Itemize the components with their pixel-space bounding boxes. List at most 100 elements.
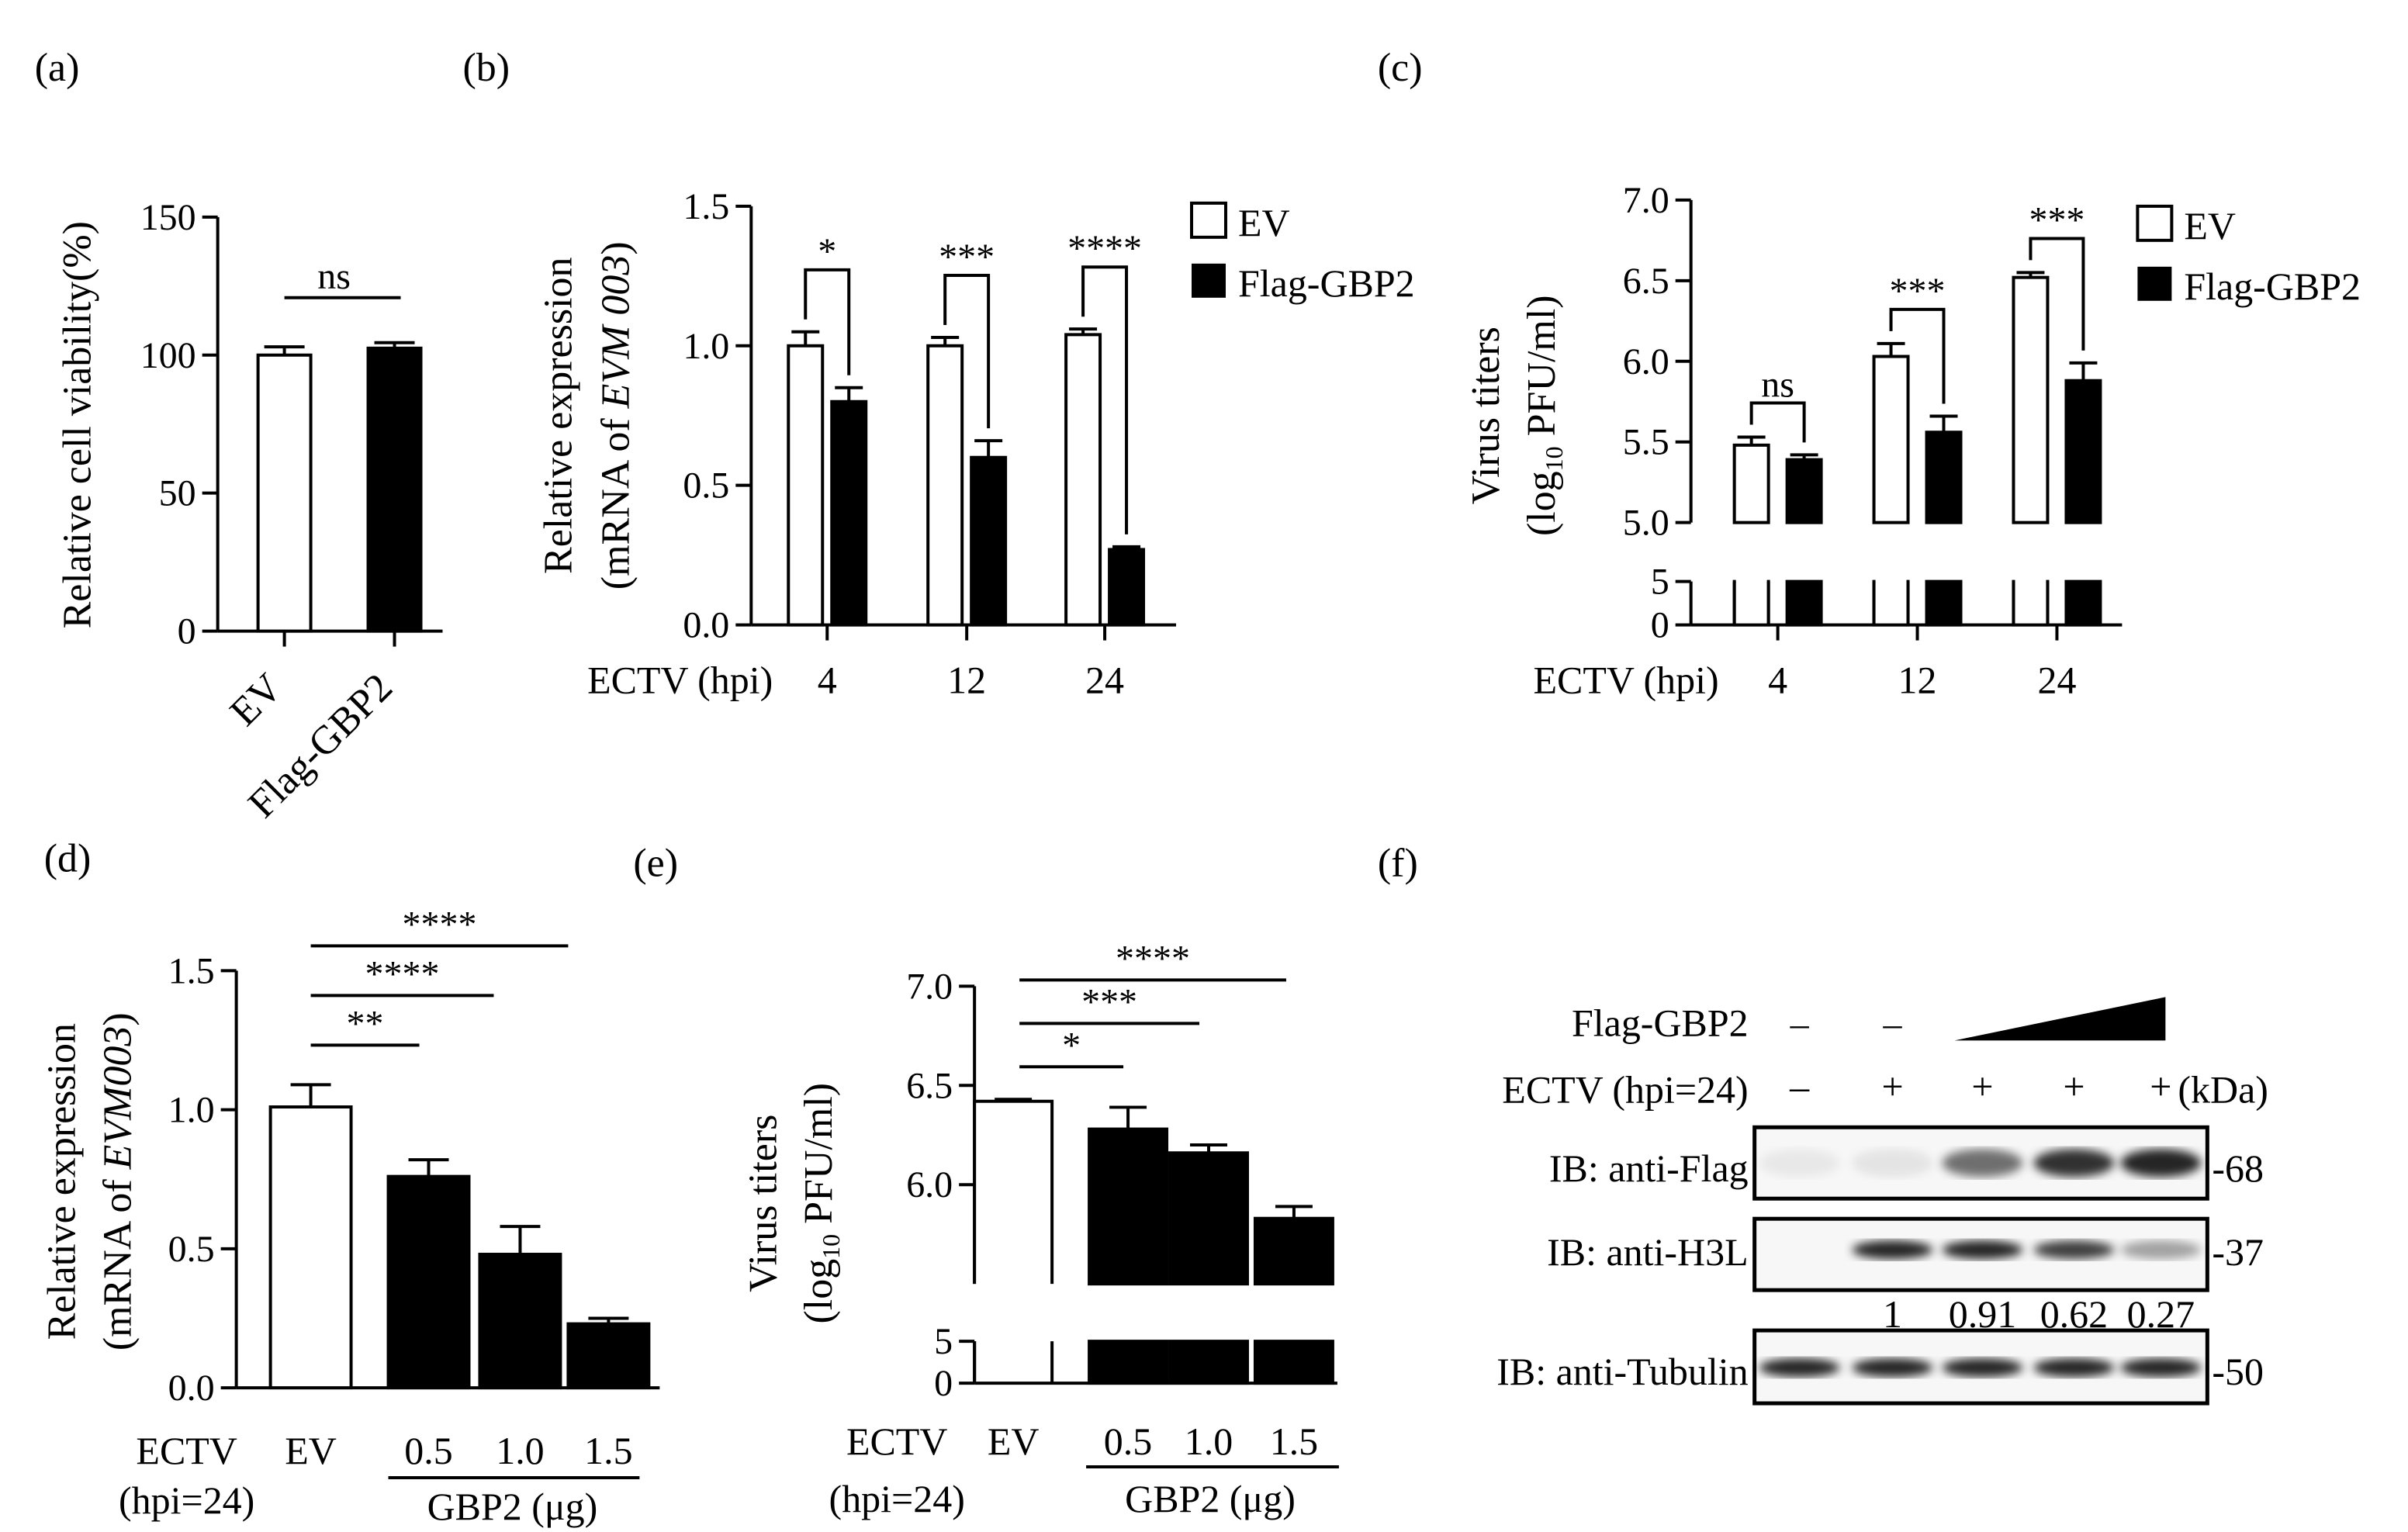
blot-quant-3: 0.27 <box>2127 1292 2195 1336</box>
panel-b-ytick-2-label: 1.0 <box>683 326 729 367</box>
panel-e-errbar-0 <box>995 1098 1033 1101</box>
panel-c-bar-upper-0-0 <box>1732 443 1770 524</box>
panel-a-errbar-0 <box>264 345 305 355</box>
panel-b-ylabel-2-part-1: EVM 003 <box>593 255 638 410</box>
panel-c-bar-lower-2-1 <box>2064 579 2102 627</box>
panel-a-xlabel-0: EV <box>222 666 291 735</box>
panel-e-bar-lower-2 <box>1168 1340 1249 1385</box>
panel-d-bar-0 <box>268 1105 353 1390</box>
panel-b-sig-label-1: *** <box>939 237 995 278</box>
panel-b-xlabel-1: 12 <box>947 659 986 702</box>
blot-band-2-2 <box>1942 1358 2023 1378</box>
blot-band-1-2 <box>1942 1240 2023 1260</box>
panel-a-ytick-1-label: 50 <box>159 473 196 514</box>
legend-b-flag-label: Flag-GBP2 <box>1238 261 1415 305</box>
panel-c-xlabel-1: 12 <box>1898 659 1937 702</box>
panel-c-bar-lower-fill-1 <box>1875 578 1907 624</box>
panel-d-errbar-3 <box>588 1316 629 1324</box>
panel-d-xlabel-0: EV <box>285 1429 337 1472</box>
legend-b: EV Flag-GBP2 <box>1190 201 1415 305</box>
panel-b-ylabel-2: (mRNA of EVM 003) <box>593 241 638 590</box>
blot-band-0-4 <box>2120 1149 2202 1178</box>
panel-e-xlabel-3: 1.5 <box>1270 1420 1318 1463</box>
panel-b-sig-bracket-1 <box>943 274 991 429</box>
panel-d-xtitle-2: (hpi=24) <box>119 1478 254 1522</box>
panel-e-ylabel-2: (log10 PFU/ml) <box>797 1083 845 1324</box>
panel-a-bar-1 <box>366 346 423 633</box>
panel-label-e: (e) <box>633 841 678 885</box>
panel-c-bar-lower-fill-0 <box>1735 578 1767 624</box>
panel-b-errbar-1-0 <box>931 335 960 346</box>
panel-e-ytick-upper-2-label: 7.0 <box>906 966 953 1007</box>
panel-c-errbar-2-0 <box>2016 271 2045 278</box>
legend-c-ev-swatch <box>2136 204 2174 242</box>
blot-flag-row-label: Flag-GBP2 <box>1572 1001 1749 1044</box>
panel-c-errbar-0-1 <box>1790 453 1818 460</box>
panel-e-bar-lower-1 <box>1088 1340 1169 1385</box>
panel-c-bar-lower-fill-2 <box>2015 578 2046 624</box>
panel-b-ytick-3-label: 1.5 <box>683 186 729 227</box>
blot-kda-0: -68 <box>2212 1146 2264 1190</box>
blot-row-label-0: IB: anti-Flag <box>1549 1146 1749 1190</box>
panel-c-ytick-upper-0-label: 5.0 <box>1623 503 1669 544</box>
panel-c-bar-upper-0-1 <box>1785 458 1823 524</box>
panel-b-ylabel-1-part-0: Relative expression <box>536 258 580 574</box>
panel-b-bar-0-0 <box>787 344 825 627</box>
panel-d-ytick-1-label: 0.5 <box>168 1229 215 1270</box>
panel-d-ylabel-2-part-2: ) <box>96 1012 140 1025</box>
blot-ectv-mark-2: + <box>1971 1064 1993 1108</box>
blot-flag-mark-1: – <box>1883 1003 1903 1044</box>
panel-label-f: (f) <box>1378 841 1418 885</box>
blot-band-1-3 <box>2033 1240 2115 1260</box>
panel-e-ylabel-1-part-0: Virus titers <box>741 1115 785 1292</box>
panel-b-errbar-1-1 <box>974 439 1003 458</box>
panel-a-errbar-1 <box>374 341 415 348</box>
panel-e-bar-upper-2 <box>1168 1151 1249 1286</box>
panel-d-chart: 0.00.51.01.5EV 0.5 1.0 1.5**********GBP2 (μ… <box>40 904 660 1528</box>
panel-e-ylabel-2-part-0: (log <box>797 1259 841 1324</box>
panel-d-xlabel-1: 0.5 <box>404 1429 452 1472</box>
panel-c-sig-bracket-2 <box>2029 237 2085 351</box>
blot-band-0-0 <box>1759 1149 1840 1178</box>
panel-c-ytick-upper-4-label: 7.0 <box>1623 180 1669 221</box>
panel-c-ytick-lower-0-label: 0 <box>1651 605 1669 646</box>
blot-ectv-mark-1: + <box>1881 1064 1903 1108</box>
panel-e-bar-upper-3 <box>1253 1216 1334 1286</box>
panel-e-ytick-upper-1-label: 6.5 <box>906 1065 953 1106</box>
panel-e-errbar-1 <box>1109 1105 1147 1129</box>
blot-band-2-3 <box>2033 1358 2115 1378</box>
panel-d-errbar-1 <box>408 1158 449 1177</box>
panel-b-sig-bracket-0 <box>804 268 851 375</box>
panel-c-xlabel-2: 24 <box>2037 659 2076 702</box>
panel-d-ylabel-2: (mRNA of EVM003) <box>96 1012 140 1350</box>
panel-d-errbar-2 <box>500 1225 541 1255</box>
panel-a-ylabel: Relative cell viability(%) <box>56 221 100 628</box>
blot-ectv-mark-3: + <box>2063 1064 2085 1108</box>
legend-b-flag-swatch <box>1192 263 1226 298</box>
panel-e-sig-label-0: * <box>1062 1025 1081 1066</box>
panel-c-ytick-lower-1-label: 5 <box>1651 562 1669 603</box>
panel-d-ytick-2-label: 1.0 <box>168 1090 215 1131</box>
panel-c-ylabel-1-part-0: Virus titers <box>1464 327 1508 504</box>
panel-d-ylabel-1-part-0: Relative expression <box>40 1023 85 1340</box>
panel-b-errbar-0-0 <box>791 330 820 346</box>
panel-e-ytick-lower-1-label: 5 <box>934 1321 953 1362</box>
panel-b-ylabel-1: Relative expression <box>536 258 580 574</box>
panel-b-sig-label-2: **** <box>1067 228 1142 269</box>
panel-c-ylabel-2-part-0: (log <box>1520 471 1564 536</box>
panel-d-sig-label-2: **** <box>403 904 477 945</box>
panel-c-sig-label-1: *** <box>1890 271 1946 312</box>
panel-c-errbar-2-1 <box>2069 361 2098 381</box>
panel-b-ytick-0-label: 0.0 <box>683 605 729 646</box>
blot-ectv-mark-4: + <box>2150 1064 2171 1108</box>
panel-c-bar-upper-2-0 <box>2012 275 2050 524</box>
panel-c-bar-lower-edges-2 <box>2012 581 2050 625</box>
panel-e-errbar-2 <box>1190 1143 1227 1153</box>
panel-c-sig-label-0: ns <box>1761 365 1794 406</box>
blot-band-1-1 <box>1852 1240 1933 1260</box>
blot-quant-2: 0.62 <box>2040 1292 2108 1336</box>
panel-b-xtitle: ECTV (hpi) <box>587 659 773 702</box>
panel-d-sig-label-1: **** <box>365 953 440 994</box>
